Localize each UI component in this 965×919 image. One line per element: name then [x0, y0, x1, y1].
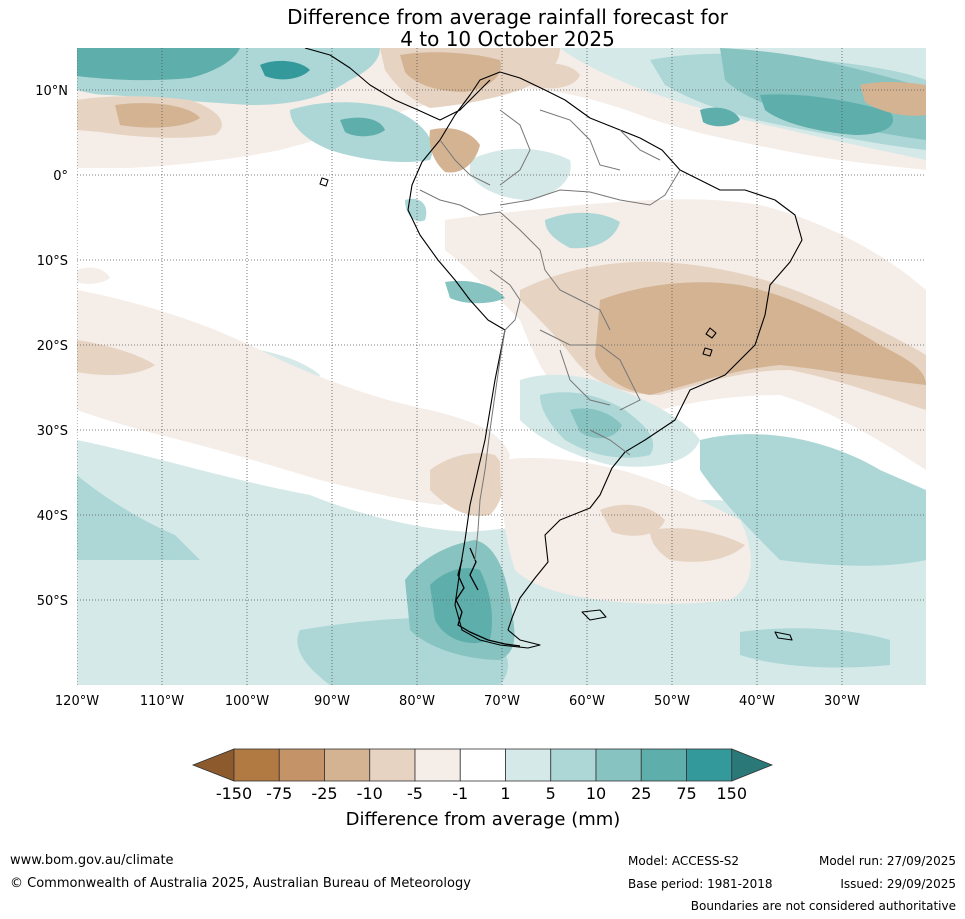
model-name: Model: ACCESS-S2	[628, 854, 740, 868]
lat-label-0: 0°	[53, 169, 68, 184]
model-run-date: Model run: 27/09/2025	[818, 854, 956, 868]
patagonia-fjords	[455, 547, 521, 647]
rio-de-la-plata-wet-region	[520, 374, 700, 467]
lat-label-30s: 30°S	[37, 424, 68, 439]
colorbar-tick: -75	[266, 784, 292, 803]
colorbar-swatch	[414, 748, 461, 782]
boundaries-disclaimer: Boundaries are not considered authoritat…	[690, 899, 956, 913]
colorbar-swatch	[324, 748, 371, 782]
southern-ocean-wet-region	[77, 344, 926, 685]
lon-label-100w: 100°W	[225, 694, 269, 709]
colorbar-swatch	[686, 748, 733, 782]
colorbar-swatch	[640, 748, 687, 782]
lat-label-40s: 40°S	[37, 509, 68, 524]
colorbar-tick: 150	[716, 784, 747, 803]
map-title-line-1: Difference from average rainfall forecas…	[287, 5, 728, 29]
graticule	[77, 48, 926, 685]
lon-label-70w: 70°W	[484, 694, 520, 709]
lat-label-50s: 50°S	[37, 594, 68, 609]
issued-date: Issued: 29/09/2025	[840, 877, 956, 891]
colorbar-tick: 25	[631, 784, 651, 803]
colorbar-label: Difference from average (mm)	[346, 809, 621, 830]
lon-label-120w: 120°W	[55, 694, 99, 709]
lon-label-30w: 30°W	[824, 694, 860, 709]
colorbar-tick: 75	[676, 784, 696, 803]
south-america-coastline	[304, 48, 803, 649]
colorbar-swatch	[505, 748, 552, 782]
map-panel	[77, 48, 926, 685]
colorbar-swatch	[369, 748, 416, 782]
lon-label-60w: 60°W	[569, 694, 605, 709]
lon-label-110w: 110°W	[140, 694, 184, 709]
country-borders	[419, 109, 681, 561]
lat-label-10n: 10°N	[35, 84, 68, 99]
colorbar-tick: -1	[452, 784, 468, 803]
northern-tropics-region	[77, 48, 926, 173]
colorbar-tick: 1	[500, 784, 510, 803]
copyright-text: © Commonwealth of Australia 2025, Austra…	[10, 876, 471, 891]
colorbar: -150 -75 -25 -10 -5 -1 1 5 10 25 75 150 …	[191, 748, 774, 830]
lat-label-10s: 10°S	[37, 254, 68, 269]
colorbar-swatch	[550, 748, 597, 782]
website-link[interactable]: www.bom.gov.au/climate	[10, 853, 174, 868]
colorbar-swatch	[278, 748, 325, 782]
base-period: Base period: 1981-2018	[628, 877, 773, 891]
colorbar-swatch	[459, 748, 506, 782]
lon-label-80w: 80°W	[399, 694, 435, 709]
colorbar-swatch	[595, 748, 642, 782]
colorbar-tick: -5	[407, 784, 423, 803]
colorbar-tick: 10	[586, 784, 606, 803]
colorbar-swatch	[233, 748, 280, 782]
lon-label-40w: 40°W	[739, 694, 775, 709]
brazil-dry-region	[445, 199, 926, 604]
colorbar-low-arrow	[191, 748, 235, 782]
lat-label-20s: 20°S	[37, 339, 68, 354]
colorbar-tick: -10	[357, 784, 383, 803]
colorbar-tick: -150	[216, 784, 252, 803]
colorbar-tick: -25	[311, 784, 337, 803]
map-title-line-2: 4 to 10 October 2025	[400, 27, 615, 51]
lon-label-90w: 90°W	[314, 694, 350, 709]
colorbar-tick: 5	[546, 784, 556, 803]
colorbar-high-arrow	[731, 748, 774, 782]
lon-label-50w: 50°W	[654, 694, 690, 709]
